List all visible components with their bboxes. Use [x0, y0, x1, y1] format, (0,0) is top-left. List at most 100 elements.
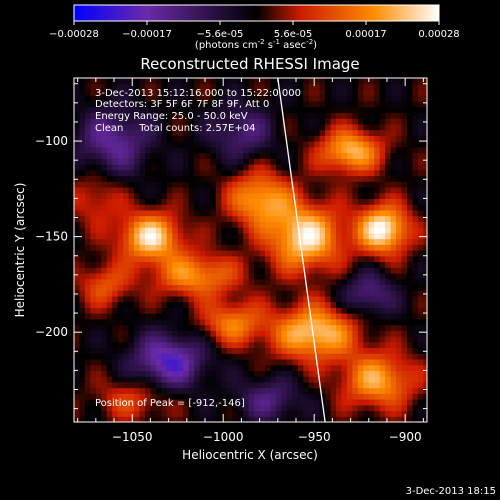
- heatmap-cell: [368, 192, 375, 199]
- heatmap-cell: [150, 106, 157, 113]
- heatmap-cell: [172, 215, 179, 222]
- heatmap-cell: [248, 112, 255, 119]
- heatmap-cell: [188, 232, 195, 240]
- heatmap-cell: [155, 238, 162, 245]
- heatmap-cell: [385, 135, 392, 142]
- heatmap-cell: [303, 192, 310, 199]
- heatmap-cell: [352, 250, 359, 257]
- heatmap-cell: [237, 364, 244, 371]
- heatmap-cell: [303, 347, 310, 354]
- heatmap-cell: [128, 336, 135, 343]
- heatmap-cell: [112, 78, 119, 85]
- heatmap-cell: [275, 118, 283, 125]
- heatmap-cell: [139, 284, 146, 291]
- heatmap-cell: [79, 393, 86, 400]
- heatmap-cell: [292, 364, 299, 371]
- heatmap-cell: [423, 215, 427, 222]
- heatmap-cell: [221, 393, 228, 400]
- heatmap-cell: [95, 164, 102, 171]
- heatmap-cell: [357, 106, 364, 113]
- heatmap-cell: [237, 313, 244, 320]
- heatmap-cell: [172, 83, 179, 91]
- heatmap-cell: [237, 129, 244, 136]
- heatmap-cell: [101, 358, 108, 366]
- heatmap-cell: [401, 106, 408, 113]
- heatmap-cell: [226, 158, 233, 165]
- heatmap-cell: [101, 100, 108, 108]
- heatmap-cell: [128, 95, 135, 102]
- heatmap-cell: [368, 336, 375, 343]
- heatmap-cell: [374, 112, 381, 119]
- heatmap-cell: [417, 416, 424, 422]
- heatmap-cell: [112, 152, 119, 159]
- heatmap-cell: [139, 169, 146, 177]
- heatmap-cell: [134, 364, 141, 371]
- heatmap-cell: [292, 278, 299, 285]
- heatmap-cell: [155, 307, 162, 314]
- heatmap-cell: [254, 175, 261, 182]
- heatmap-cell: [357, 129, 364, 136]
- heatmap-cell: [319, 164, 326, 171]
- heatmap-cell: [144, 330, 152, 337]
- heatmap-cell: [417, 399, 424, 406]
- heatmap-cell: [265, 272, 272, 280]
- heatmap-cell: [221, 123, 228, 131]
- heatmap-cell: [330, 227, 337, 234]
- heatmap-cell: [396, 290, 403, 297]
- heatmap-cell: [215, 89, 222, 96]
- heatmap-cell: [254, 324, 261, 331]
- heatmap-cell: [144, 336, 152, 343]
- heatmap-cell: [336, 118, 343, 125]
- heatmap-cell: [319, 135, 326, 142]
- heatmap-cell: [123, 364, 130, 371]
- heatmap-cell: [128, 376, 135, 383]
- heatmap-cell: [243, 255, 250, 263]
- heatmap-cell: [396, 221, 403, 228]
- heatmap-cell: [248, 164, 255, 171]
- heatmap-cell: [265, 215, 272, 222]
- heatmap-cell: [341, 204, 348, 211]
- heatmap-cell: [232, 267, 239, 274]
- heatmap-cell: [221, 169, 228, 177]
- heatmap-cell: [352, 353, 359, 360]
- heatmap-cell: [166, 100, 173, 108]
- heatmap-cell: [336, 290, 343, 297]
- heatmap-cell: [281, 106, 288, 113]
- heatmap-cell: [406, 341, 414, 349]
- heatmap-cell: [199, 100, 206, 108]
- heatmap-cell: [308, 364, 315, 371]
- heatmap-cell: [412, 307, 419, 314]
- heatmap-cell: [281, 353, 288, 360]
- heatmap-cell: [155, 387, 162, 394]
- heatmap-cell: [74, 358, 81, 366]
- heatmap-cell: [243, 227, 250, 234]
- heatmap-cell: [390, 295, 397, 303]
- heatmap-cell: [374, 146, 381, 154]
- heatmap-cell: [101, 152, 108, 159]
- heatmap-cell: [150, 186, 157, 194]
- heatmap-cell: [166, 141, 173, 148]
- heatmap-cell: [221, 267, 228, 274]
- heatmap-cell: [281, 341, 288, 349]
- heatmap-cell: [177, 83, 184, 91]
- heatmap-cell: [210, 272, 217, 280]
- heatmap-cell: [150, 198, 157, 205]
- heatmap-cell: [336, 347, 343, 354]
- heatmap-cell: [215, 169, 222, 177]
- heatmap-cell: [183, 164, 190, 171]
- x-tick-label: −900: [389, 430, 422, 444]
- heatmap-cell: [106, 336, 113, 343]
- heatmap-cell: [319, 347, 326, 354]
- heatmap-cell: [243, 295, 250, 303]
- heatmap-cell: [232, 318, 239, 326]
- heatmap-cell: [84, 370, 91, 377]
- heatmap-cell: [205, 89, 212, 96]
- heatmap-cell: [259, 169, 266, 177]
- heatmap-cell: [314, 152, 321, 159]
- heatmap-cell: [144, 146, 152, 154]
- heatmap-cell: [74, 353, 81, 360]
- heatmap-cell: [254, 215, 261, 222]
- heatmap-cell: [396, 89, 403, 96]
- heatmap-cell: [292, 318, 299, 326]
- heatmap-cell: [150, 244, 157, 251]
